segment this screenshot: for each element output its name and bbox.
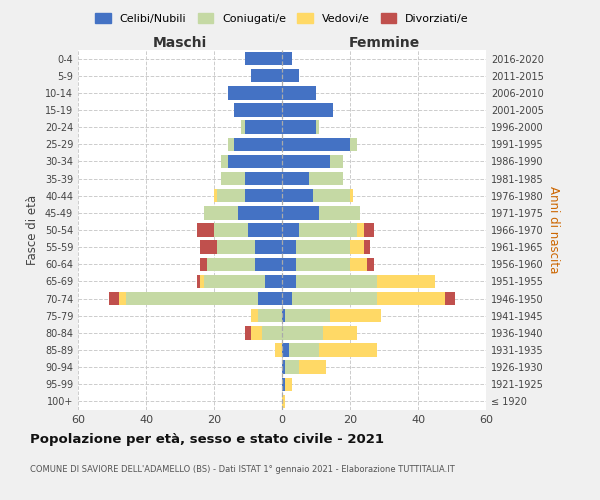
Bar — [251, 69, 282, 82]
Bar — [329, 154, 343, 168]
Bar — [309, 172, 343, 186]
Bar — [286, 309, 329, 322]
Bar — [364, 224, 374, 236]
Y-axis label: Fasce di età: Fasce di età — [26, 195, 39, 265]
Bar — [245, 172, 282, 186]
Bar — [227, 154, 282, 168]
Bar — [227, 86, 282, 100]
Bar — [251, 309, 258, 322]
Bar — [316, 120, 319, 134]
Bar — [282, 394, 286, 408]
Bar — [282, 206, 319, 220]
Bar — [282, 292, 292, 306]
Bar — [323, 326, 357, 340]
Bar — [214, 224, 248, 236]
Bar — [241, 120, 245, 134]
Bar — [235, 104, 282, 117]
Bar — [214, 189, 217, 202]
Bar — [235, 138, 282, 151]
Bar — [329, 309, 380, 322]
Bar — [282, 309, 286, 322]
Bar — [289, 344, 319, 356]
Bar — [125, 292, 258, 306]
Bar — [313, 189, 350, 202]
Bar — [282, 240, 296, 254]
Bar — [367, 258, 374, 271]
Bar — [282, 326, 323, 340]
Bar — [282, 138, 350, 151]
Y-axis label: Anni di nascita: Anni di nascita — [547, 186, 560, 274]
Bar — [377, 292, 445, 306]
Bar — [296, 240, 350, 254]
Bar — [251, 326, 262, 340]
Bar — [282, 189, 313, 202]
Bar — [357, 224, 364, 236]
Bar — [282, 52, 292, 66]
Bar — [255, 240, 282, 254]
Bar — [350, 258, 367, 271]
Bar — [207, 258, 255, 271]
Bar — [286, 378, 292, 391]
Bar — [217, 189, 245, 202]
Bar — [282, 69, 299, 82]
Bar — [319, 344, 377, 356]
Bar — [282, 104, 333, 117]
Bar — [255, 258, 282, 271]
Bar — [282, 120, 316, 134]
Bar — [299, 224, 357, 236]
Bar — [200, 258, 207, 271]
Bar — [282, 344, 289, 356]
Bar — [319, 206, 360, 220]
Bar — [275, 344, 282, 356]
Bar — [238, 206, 282, 220]
Bar — [286, 360, 299, 374]
Bar — [296, 258, 350, 271]
Bar — [221, 154, 227, 168]
Text: COMUNE DI SAVIORE DELL'ADAMELLO (BS) - Dati ISTAT 1° gennaio 2021 - Elaborazione: COMUNE DI SAVIORE DELL'ADAMELLO (BS) - D… — [30, 466, 455, 474]
Bar — [200, 274, 204, 288]
Bar — [296, 274, 377, 288]
Bar — [364, 240, 370, 254]
Bar — [282, 86, 316, 100]
Bar — [350, 240, 364, 254]
Bar — [377, 274, 435, 288]
Bar — [282, 274, 296, 288]
Bar — [204, 206, 238, 220]
Bar — [217, 240, 255, 254]
Bar — [245, 189, 282, 202]
Bar — [258, 309, 282, 322]
Bar — [282, 378, 286, 391]
Text: Maschi: Maschi — [153, 36, 207, 50]
Bar — [197, 274, 200, 288]
Text: Femmine: Femmine — [349, 36, 419, 50]
Bar — [258, 292, 282, 306]
Bar — [248, 224, 282, 236]
Bar — [282, 258, 296, 271]
Bar — [221, 172, 245, 186]
Bar — [282, 224, 299, 236]
Bar — [245, 326, 251, 340]
Bar — [119, 292, 125, 306]
Bar — [245, 120, 282, 134]
Bar — [197, 224, 214, 236]
Bar — [204, 274, 265, 288]
Bar — [292, 292, 377, 306]
Bar — [282, 154, 329, 168]
Bar — [227, 138, 235, 151]
Bar — [350, 138, 357, 151]
Text: Popolazione per età, sesso e stato civile - 2021: Popolazione per età, sesso e stato civil… — [30, 432, 384, 446]
Bar — [245, 52, 282, 66]
Bar — [445, 292, 455, 306]
Bar — [282, 360, 286, 374]
Bar — [350, 189, 353, 202]
Bar — [282, 172, 309, 186]
Legend: Celibi/Nubili, Coniugati/e, Vedovi/e, Divorziati/e: Celibi/Nubili, Coniugati/e, Vedovi/e, Di… — [91, 9, 473, 29]
Bar — [200, 240, 217, 254]
Bar — [109, 292, 119, 306]
Bar — [265, 274, 282, 288]
Bar — [262, 326, 282, 340]
Bar — [299, 360, 326, 374]
